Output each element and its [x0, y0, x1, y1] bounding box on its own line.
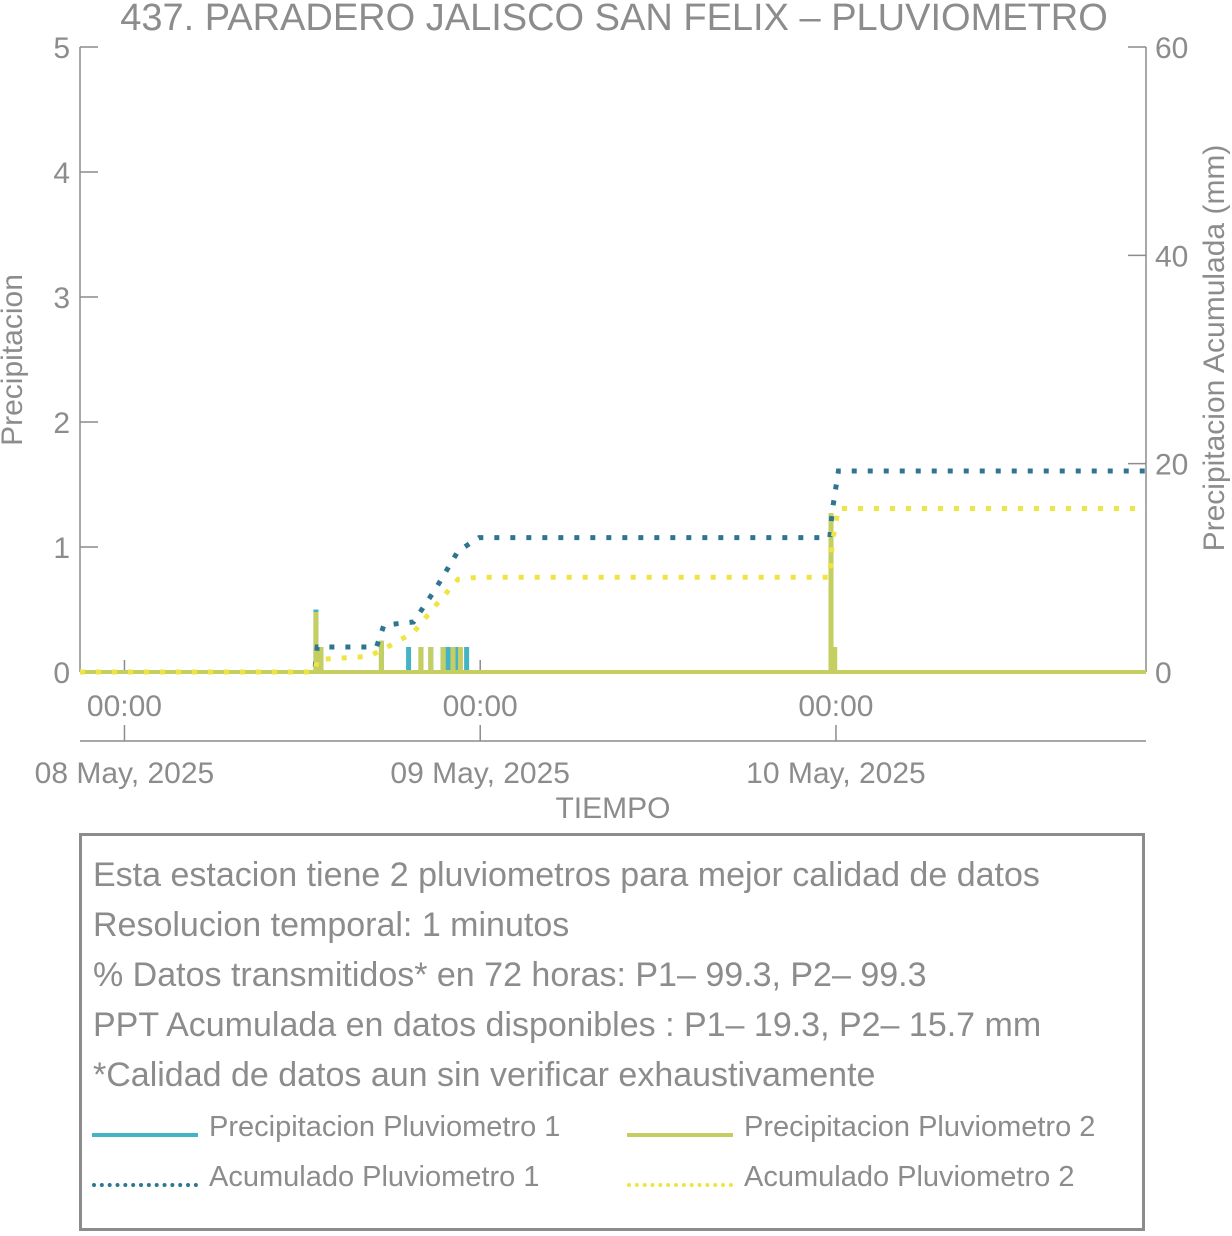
- legend-label-a2: Acumulado Pluviometro 2: [744, 1161, 1075, 1193]
- x-tick-label-date: 10 May, 2025: [746, 757, 926, 790]
- cumulative-line: [80, 468, 1146, 675]
- x-tick-label-time: 00:00: [798, 690, 873, 723]
- y-tick-label-right: 40: [1155, 240, 1188, 273]
- legend-swatch-p2: [627, 1133, 733, 1137]
- info-line-stations: Esta estacion tiene 2 pluviometros para …: [93, 856, 1040, 894]
- info-box: Esta estacion tiene 2 pluviometros para …: [79, 833, 1145, 1231]
- y-tick-label-left: 2: [53, 407, 70, 440]
- legend-label-p1: Precipitacion Pluviometro 1: [209, 1111, 561, 1143]
- cumulative-line: [80, 506, 1146, 675]
- x-axis-label: TIEMPO: [555, 792, 670, 825]
- legend-label-p2: Precipitacion Pluviometro 2: [744, 1111, 1096, 1143]
- legend-label-a1: Acumulado Pluviometro 1: [209, 1161, 540, 1193]
- x-tick-label-date: 08 May, 2025: [35, 757, 215, 790]
- y-tick-label-left: 1: [53, 532, 70, 565]
- chart-axes: 0 1 2 3 4 5 0 20 40 60 00:00 08 May, 2025 00:00 09 Ma…: [35, 32, 1189, 790]
- x-tick-label-date: 09 May, 2025: [390, 757, 570, 790]
- y-tick-label-right: 60: [1155, 32, 1188, 65]
- x-tick-label-time: 00:00: [443, 690, 518, 723]
- legend-swatch-p1: [92, 1133, 198, 1137]
- info-line-quality-note: *Calidad de datos aun sin verificar exha…: [93, 1056, 876, 1094]
- legend-swatch-a1: [92, 1183, 198, 1187]
- y-tick-label-left: 3: [53, 282, 70, 315]
- y-axis-right-label: Precipitacion Acumulada (mm): [1198, 145, 1231, 552]
- chart-marks: [80, 468, 1146, 675]
- y-axis-left-label: Precipitacion: [0, 274, 29, 446]
- y-tick-label-right: 20: [1155, 449, 1188, 482]
- y-tick-label-left: 4: [53, 157, 70, 190]
- chart-title: 437. PARADERO JALISCO SAN FELIX – PLUVIO…: [120, 0, 1108, 39]
- info-line-resolution: Resolucion temporal: 1 minutos: [93, 906, 570, 944]
- y-tick-label-right: 0: [1155, 657, 1172, 690]
- x-tick-label-time: 00:00: [87, 690, 162, 723]
- y-tick-label-left: 5: [53, 32, 70, 65]
- info-line-transmitted: % Datos transmitidos* en 72 horas: P1– 9…: [93, 956, 927, 994]
- info-line-accumulated: PPT Acumulada en datos disponibles : P1–…: [93, 1006, 1042, 1044]
- precipitation-chart: 437. PARADERO JALISCO SAN FELIX – PLUVIO…: [0, 0, 1231, 825]
- legend-swatch-a2: [627, 1183, 733, 1187]
- y-tick-label-left: 0: [53, 657, 70, 690]
